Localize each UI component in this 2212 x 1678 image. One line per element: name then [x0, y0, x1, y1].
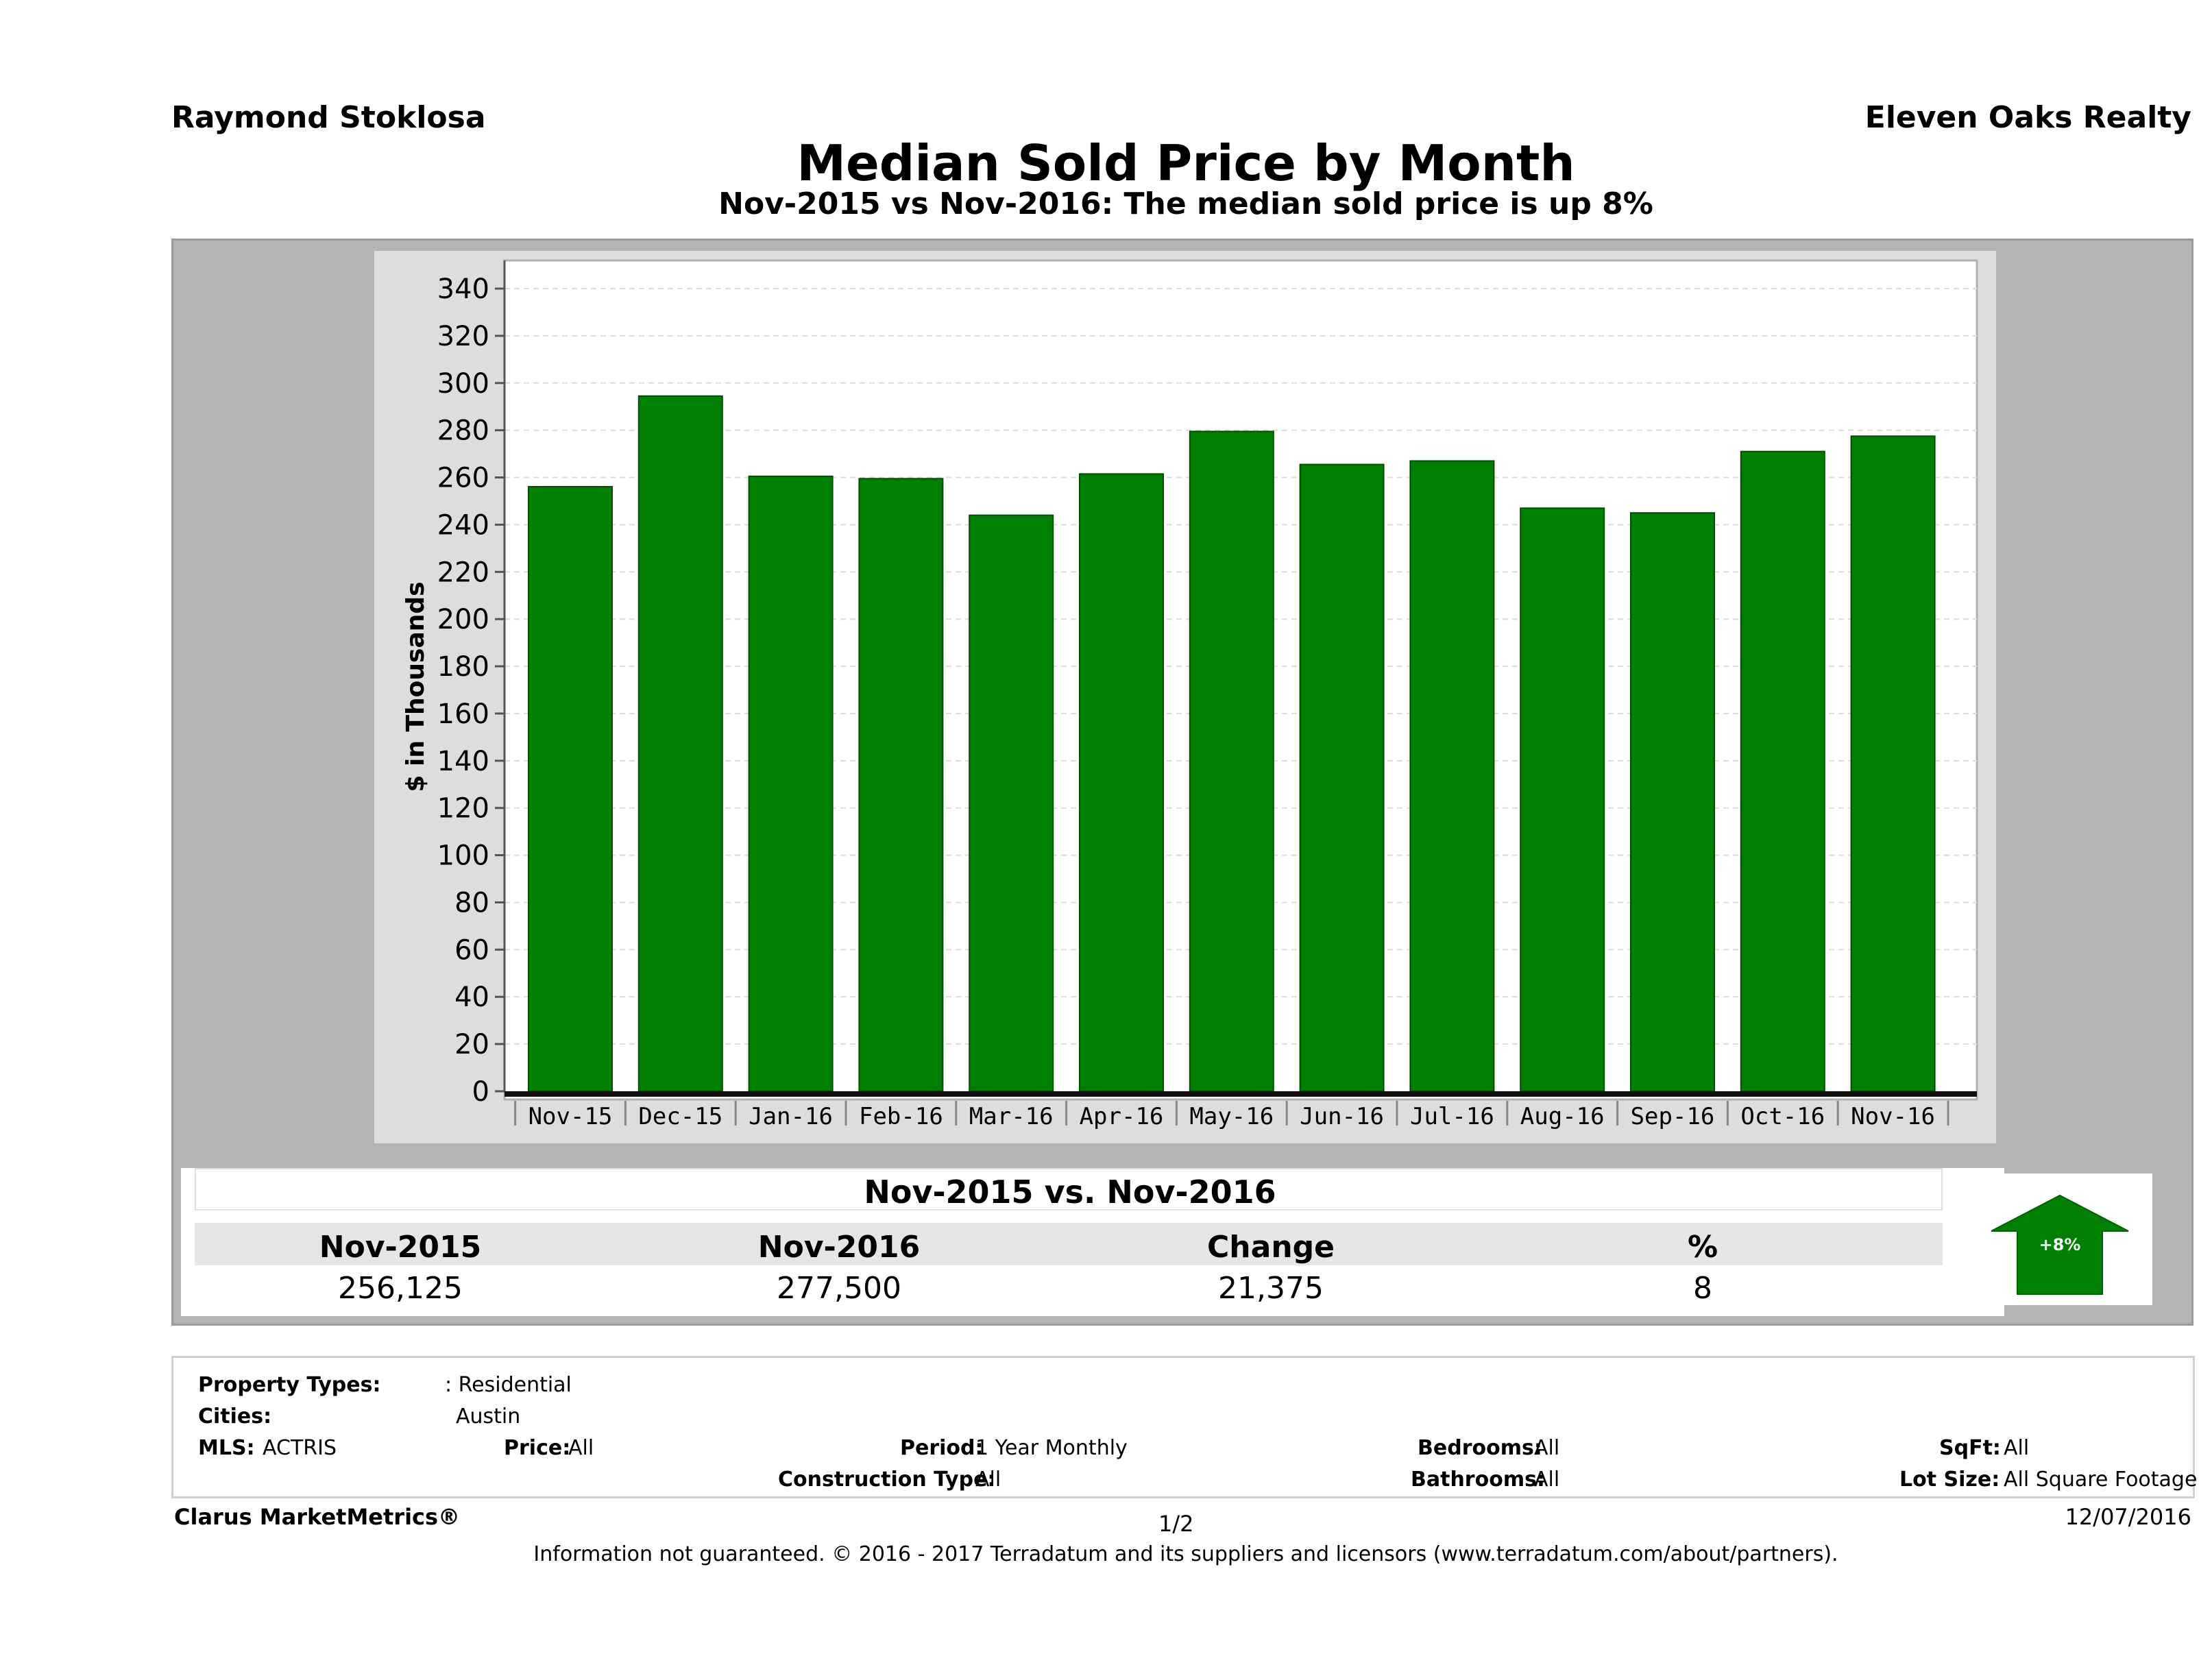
x-tick-label: Dec-15	[638, 1103, 722, 1130]
property-types-value: : Residential	[445, 1373, 572, 1397]
bedrooms-value: All	[1534, 1436, 1560, 1460]
period-label: Period:	[900, 1436, 984, 1460]
construction-type-label: Construction Type:	[778, 1468, 996, 1492]
x-tick-label: Oct-16	[1740, 1103, 1825, 1130]
x-tick-label: Sep-16	[1631, 1103, 1715, 1130]
summary-table: Nov-2015 vs. Nov-2016 Nov-2015 Nov-2016 …	[181, 1168, 2004, 1316]
y-tick-label: 320	[437, 321, 489, 352]
brokerage-name: Eleven Oaks Realty	[1864, 100, 2191, 135]
bar-nov-16	[1850, 435, 1936, 1093]
bar-mar-16	[969, 514, 1054, 1092]
y-tick-label: 300	[437, 368, 489, 400]
agent-name: Raymond Stoklosa	[171, 100, 486, 135]
cities-label: Cities:	[198, 1405, 272, 1428]
cities-value: Austin	[456, 1405, 521, 1428]
bar-nov-15	[528, 485, 613, 1093]
page-number: 1/2	[1158, 1511, 1194, 1537]
change-badge: +8%	[1967, 1174, 2152, 1305]
bar-dec-15	[637, 395, 723, 1092]
y-tick-label: 140	[437, 746, 489, 777]
summary-value-change: 21,375	[1218, 1271, 1324, 1306]
y-tick-label: 200	[437, 604, 489, 635]
x-tick-label: Nov-16	[1851, 1103, 1935, 1130]
disclaimer: Information not guaranteed. © 2016 - 201…	[533, 1542, 1838, 1566]
bar-aug-16	[1520, 507, 1605, 1093]
y-tick-label: 280	[437, 415, 489, 447]
bar-sep-16	[1630, 512, 1715, 1093]
price-label: Price:	[504, 1436, 571, 1460]
bar-jun-16	[1299, 463, 1385, 1093]
x-tick-label: Aug-16	[1520, 1103, 1605, 1130]
y-tick-label: 20	[454, 1029, 489, 1060]
bar-oct-16	[1740, 450, 1825, 1092]
x-tick-label: Mar-16	[969, 1103, 1054, 1130]
x-axis-line	[505, 1091, 1977, 1097]
y-tick-label: 160	[437, 698, 489, 730]
change-badge-label: +8%	[2039, 1235, 2081, 1254]
chart-title: Median Sold Price by Month	[797, 134, 1575, 192]
y-tick-label: 80	[454, 887, 489, 919]
property-types-label: Property Types:	[198, 1373, 381, 1397]
summary-header-row: Nov-2015 Nov-2016 Change %	[195, 1223, 1943, 1265]
sqft-value: All	[2004, 1436, 2030, 1460]
summary-value-start: 256,125	[338, 1271, 463, 1306]
bathrooms-value: All	[1534, 1468, 1560, 1492]
summary-value-end: 277,500	[777, 1271, 901, 1306]
y-tick-label: 0	[472, 1076, 489, 1108]
y-tick-label: 220	[437, 557, 489, 588]
x-tick-label: May-16	[1189, 1103, 1274, 1130]
mls-value: ACTRIS	[263, 1436, 337, 1460]
y-tick-label: 240	[437, 509, 489, 541]
chart-frame: 0 20 40 60 80 100 120 140 160 180 200 220 240 260 280 3…	[374, 251, 1996, 1143]
y-axis-label: $ in Thousands	[402, 581, 430, 792]
x-tick-label: Jul-16	[1410, 1103, 1494, 1130]
x-tick-label: Feb-16	[859, 1103, 943, 1130]
bedrooms-label: Bedrooms:	[1418, 1436, 1542, 1460]
summary-header-change: Change	[1207, 1230, 1335, 1265]
y-tick-label: 60	[454, 934, 489, 966]
sqft-label: SqFt:	[1939, 1436, 2001, 1460]
bar-jan-16	[748, 475, 834, 1092]
x-tick-label: Jan-16	[749, 1103, 833, 1130]
price-value: All	[568, 1436, 594, 1460]
bar-apr-16	[1079, 473, 1164, 1093]
chart-subtitle: Nov-2015 vs Nov-2016: The median sold pr…	[718, 186, 1653, 221]
report-date: 12/07/2016	[2065, 1504, 2191, 1530]
construction-type-value: All	[975, 1468, 1001, 1492]
y-tick-label: 40	[454, 982, 489, 1013]
y-tick-label: 340	[437, 273, 489, 305]
y-tick-label: 100	[437, 840, 489, 872]
lot-size-label: Lot Size:	[1899, 1468, 2000, 1492]
x-tick-label: Jun-16	[1300, 1103, 1384, 1130]
mls-label: MLS:	[198, 1436, 255, 1460]
bar-feb-16	[858, 478, 944, 1093]
y-axis: 0 20 40 60 80 100 120 140 160 180 200 220 240 260 280 3…	[437, 260, 506, 1108]
summary-value-row: 256,125 277,500 21,375 8	[195, 1268, 1943, 1306]
up-arrow-icon	[1991, 1194, 2129, 1295]
summary-header-end: Nov-2016	[757, 1230, 921, 1265]
summary-header-start: Nov-2015	[319, 1230, 482, 1265]
y-tick-label: 260	[437, 463, 489, 494]
search-criteria: Property Types: : Residential Cities: Au…	[171, 1356, 2198, 1498]
bar-chart: 0 20 40 60 80 100 120 140 160 180 200 220 240 260 280 3…	[402, 259, 1978, 1130]
summary-header-percent: %	[1687, 1230, 1718, 1265]
y-tick-label: 180	[437, 651, 489, 683]
bathrooms-label: Bathrooms:	[1411, 1468, 1545, 1492]
footer-brand: Clarus MarketMetrics®	[174, 1504, 461, 1530]
summary-title: Nov-2015 vs. Nov-2016	[864, 1174, 1276, 1211]
x-axis: Nov-15 Dec-15 Jan-16 Feb-16 Mar-16 Apr-16 May-…	[505, 1091, 1977, 1130]
x-tick-label: Nov-15	[528, 1103, 613, 1130]
x-tick-label: Apr-16	[1080, 1103, 1164, 1130]
bar-jul-16	[1409, 460, 1495, 1092]
period-value: 1 Year Monthly	[975, 1436, 1128, 1460]
lot-size-value: All Square Footage	[2004, 1468, 2198, 1492]
y-tick-label: 120	[437, 793, 489, 825]
summary-value-percent: 8	[1693, 1271, 1712, 1306]
bar-may-16	[1189, 430, 1274, 1093]
summary-title-row: Nov-2015 vs. Nov-2016	[195, 1168, 1943, 1211]
